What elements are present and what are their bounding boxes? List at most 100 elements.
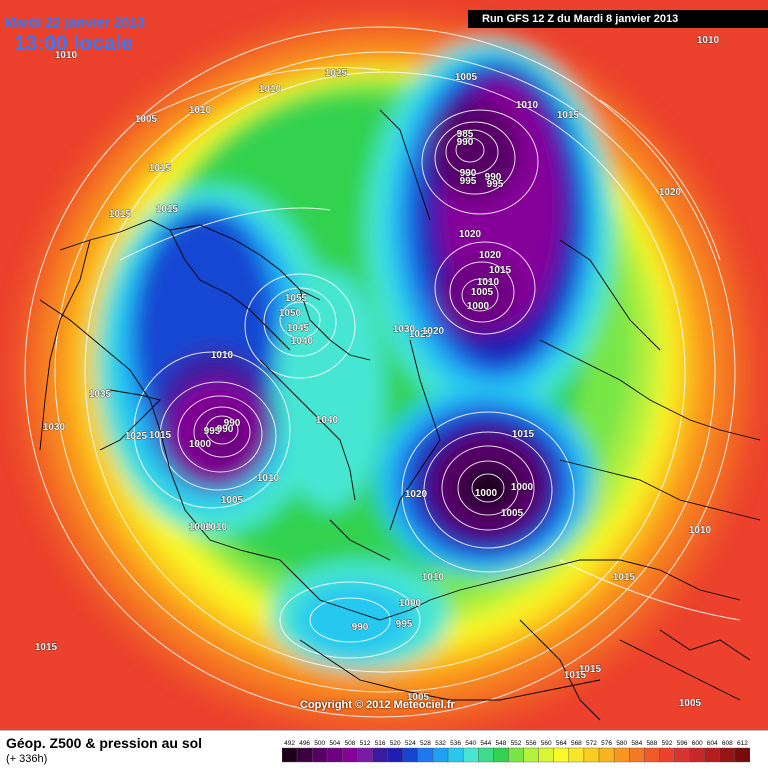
pressure-label: 1005 <box>471 287 494 298</box>
pressure-label: 1010 <box>189 105 212 116</box>
legend-swatch <box>644 747 660 763</box>
pressure-label: 1050 <box>279 308 302 319</box>
legend-swatch <box>462 747 479 763</box>
pressure-label: 1025 <box>125 431 148 442</box>
legend-swatch <box>553 747 570 763</box>
pressure-label: 995 <box>204 426 221 437</box>
copyright-text: Copyright © 2012 Meteociel.fr <box>300 699 455 711</box>
pressure-label: 1015 <box>489 265 512 276</box>
legend-tick-label: 596 <box>677 740 688 747</box>
pressure-label: 1005 <box>407 692 430 703</box>
legend-tick-label: 564 <box>556 740 567 747</box>
pressure-label: 1000 <box>475 488 498 499</box>
legend-tick-label: 580 <box>616 740 627 747</box>
pressure-label: 1005 <box>135 114 158 125</box>
legend-swatch <box>372 747 388 763</box>
legend-tick-label: 604 <box>707 740 718 747</box>
pressure-label: 1010 <box>205 522 228 533</box>
legend-tick-label: 496 <box>299 740 310 747</box>
legend-swatch <box>538 747 554 763</box>
pressure-label: 1020 <box>459 229 482 240</box>
pressure-label: 1010 <box>516 100 539 111</box>
legend-swatch <box>734 747 750 763</box>
pressure-label: 1040 <box>316 415 339 426</box>
pressure-label: 1000 <box>399 598 422 609</box>
legend-swatch <box>478 747 494 763</box>
pressure-label: 990 <box>352 622 369 633</box>
legend-tick-label: 560 <box>541 740 552 747</box>
pressure-label: 1020 <box>659 187 682 198</box>
legend-swatch <box>598 747 615 763</box>
pressure-label: 1005 <box>501 508 524 519</box>
legend-tick-label: 544 <box>480 740 491 747</box>
legend-tick-label: 568 <box>571 740 582 747</box>
legend-tick-label: 524 <box>405 740 416 747</box>
geopotential-pressure-map: 1010 1010 1025 1005 1010 1015 1015 1015 1005 1010… <box>0 0 768 730</box>
legend-swatch <box>387 747 403 763</box>
legend-tick-label: 508 <box>345 740 356 747</box>
footer: Géop. Z500 & pression au sol (+ 336h) 49… <box>0 730 768 769</box>
legend-tick-label: 584 <box>631 740 642 747</box>
legend-swatch <box>704 747 721 763</box>
pressure-label: 1000 <box>189 522 212 533</box>
legend-tick-label: 552 <box>511 740 522 747</box>
legend-swatch <box>583 747 600 763</box>
pressure-label: 1015 <box>109 209 132 220</box>
pressure-label: 1015 <box>557 110 580 121</box>
pressure-label: 990 <box>457 137 474 148</box>
legend-swatch <box>432 747 449 763</box>
legend-swatch <box>629 747 645 763</box>
legend-swatch <box>719 747 736 763</box>
pressure-label: 1000 <box>189 439 212 450</box>
legend-swatch <box>282 747 298 763</box>
legend-tick-label: 576 <box>601 740 612 747</box>
pressure-label: 1005 <box>679 698 702 709</box>
pressure-label: 1005 <box>455 72 478 83</box>
pressure-label: 1015 <box>35 642 58 653</box>
pressure-label: 990 <box>217 424 234 435</box>
pressure-label: 1045 <box>287 323 310 334</box>
pressure-label: 995 <box>396 619 413 630</box>
legend-tick-label: 588 <box>646 740 657 747</box>
legend-swatch <box>674 747 690 763</box>
pressure-label: 995 <box>460 176 477 187</box>
legend-swatch <box>327 747 343 763</box>
pressure-label: 1010 <box>689 525 712 536</box>
pressure-label: 1010 <box>422 572 445 583</box>
legend-tick-label: 612 <box>737 740 748 747</box>
color-legend: 492 496 500 504 508 512 516 520 524 528 532 536 540 5… <box>282 740 750 763</box>
legend-tick-label: 528 <box>420 740 431 747</box>
legend-swatch <box>296 747 313 763</box>
legend-swatch <box>659 747 675 763</box>
legend-swatch <box>689 747 705 763</box>
pressure-label: 1015 <box>512 429 535 440</box>
legend-swatch <box>493 747 509 763</box>
pressure-label: 1015 <box>613 572 636 583</box>
pressure-label: 1035 <box>89 389 112 400</box>
forecast-date: Mardi 22 janvier 2013 <box>4 14 145 30</box>
pressure-label: 985 <box>457 129 474 140</box>
legend-tick-label: 536 <box>450 740 461 747</box>
pressure-label: 1010 <box>259 84 282 95</box>
legend-tick-label: 608 <box>722 740 733 747</box>
pressure-label: 1005 <box>221 495 244 506</box>
pressure-label: 1000 <box>511 482 534 493</box>
pressure-label: 1030 <box>393 324 416 335</box>
pressure-label: 1015 <box>149 163 172 174</box>
legend-tick-label: 548 <box>495 740 506 747</box>
pressure-label: 1015 <box>156 204 179 215</box>
legend-swatch <box>311 747 328 763</box>
pressure-label: 1000 <box>467 301 490 312</box>
forecast-time: 13:00 locale <box>14 32 134 55</box>
pressure-label: 1040 <box>291 336 314 347</box>
pressure-label: 990 <box>485 172 502 183</box>
legend-swatch <box>417 747 434 763</box>
pressure-label: 990 <box>460 168 477 179</box>
pressure-label: 1015 <box>149 430 172 441</box>
legend-tick-label: 592 <box>662 740 673 747</box>
legend-tick-label: 572 <box>586 740 597 747</box>
pressure-label: 1010 <box>697 35 720 46</box>
legend-swatch <box>508 747 524 763</box>
pressure-label: 1015 <box>564 670 587 681</box>
pressure-label: 1020 <box>422 326 445 337</box>
